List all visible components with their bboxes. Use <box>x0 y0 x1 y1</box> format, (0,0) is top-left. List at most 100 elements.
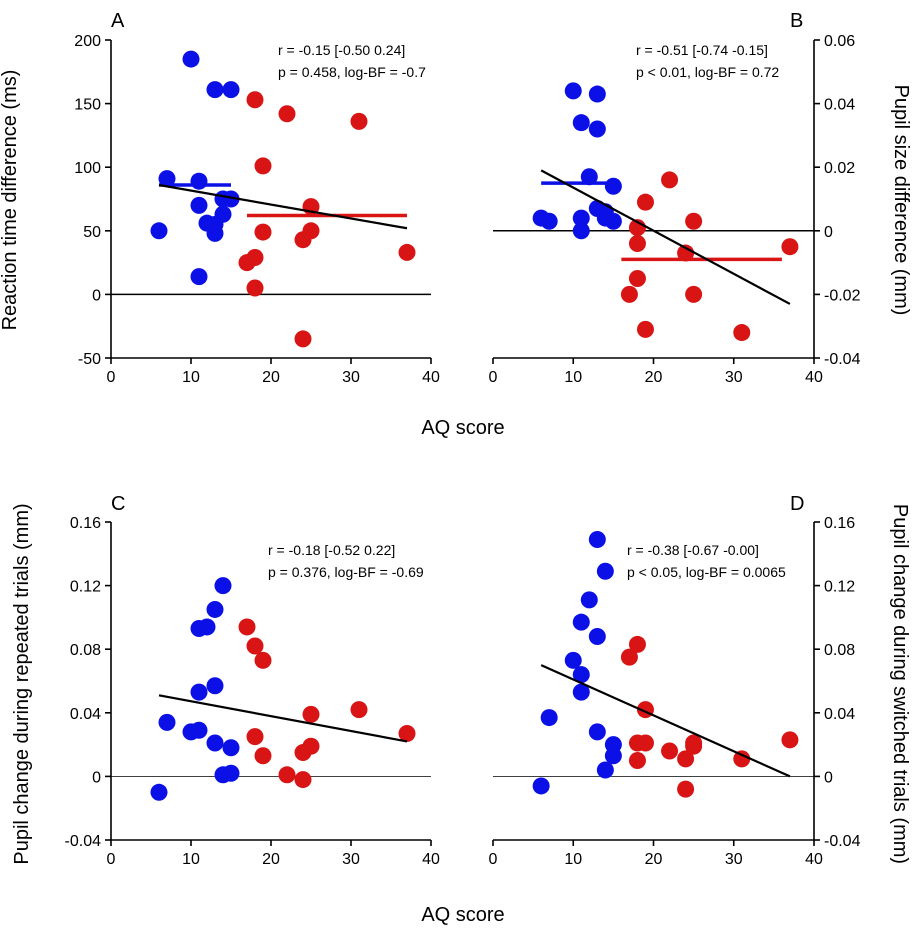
panel-c-point-high <box>398 724 416 742</box>
panel-a-xlabel: AQ score <box>421 417 504 439</box>
panel-d-point-low <box>572 666 590 684</box>
panel-d-point-high <box>677 750 695 768</box>
panel-d-point-low <box>564 651 582 669</box>
panel-a-point-low <box>222 81 240 99</box>
panel-a-x-tick-label: 0 <box>107 369 116 386</box>
panel-b-point-low <box>572 222 590 240</box>
panel-d-point-low <box>532 777 550 795</box>
panel-a-x-tick-label: 20 <box>262 369 280 386</box>
panel-a-point-high <box>278 105 296 123</box>
panel-c-y-tick-label: 0.12 <box>70 579 101 596</box>
panel-b-point-low <box>588 120 606 138</box>
panel-d-point-high <box>677 780 695 798</box>
panel-d-stat-r: r = -0.38 [-0.67 -0.00] <box>627 542 759 558</box>
panel-a-point-high <box>350 112 368 130</box>
panel-c-point-low <box>214 577 232 595</box>
panel-d-point-high <box>628 635 646 653</box>
panel-a-x-tick-label: 40 <box>422 369 440 386</box>
panel-c-point-high <box>254 747 272 765</box>
panel-b-x-tick-label: 20 <box>645 369 663 386</box>
panel-a-regression-line <box>158 183 408 230</box>
panel-c-regression-line <box>158 694 408 743</box>
panel-c-point-low <box>198 618 216 636</box>
panel-d-point-high <box>781 731 799 749</box>
panel-a-y-tick-label: 150 <box>74 97 101 114</box>
panel-c-point-high <box>350 701 368 719</box>
panel-c-stat-p: p = 0.376, log-BF = -0.69 <box>268 564 424 580</box>
panel-a-point-high <box>254 157 272 175</box>
panel-a-point-high <box>294 330 312 348</box>
panel-b-point-high <box>661 171 679 189</box>
panel-c-point-high <box>302 737 320 755</box>
panel-c-y-tick-label: 0 <box>92 769 101 786</box>
panel-b-point-high <box>628 235 646 253</box>
panel-c-x-tick-label: 40 <box>422 851 440 868</box>
panel-b-point-low <box>604 212 622 230</box>
panel-a-point-low <box>182 50 200 68</box>
panel-a-x-tick-label: 30 <box>342 369 360 386</box>
panel-b-point-low <box>572 209 590 227</box>
panel-b-point-high <box>677 244 695 262</box>
panel-c-stat-r: r = -0.18 [-0.52 0.22] <box>268 542 395 558</box>
panel-c: C r = -0.18 [-0.52 0.22] p = 0.376, log-… <box>11 493 505 926</box>
panel-c-point-high <box>254 651 272 669</box>
panel-b-y-tick-label: -0.04 <box>824 351 861 368</box>
panel-c-point-low <box>206 734 224 752</box>
panel-d-ylabel: Pupil change during switched trials (mm) <box>889 504 911 864</box>
panel-b-point-high <box>636 320 654 338</box>
panel-b-label: B <box>790 10 803 32</box>
panel-d-point-low <box>596 562 614 580</box>
panel-b-x-tick-label: 40 <box>805 369 823 386</box>
panel-b-x-tick-label: 10 <box>564 369 582 386</box>
panel-c-xlabel: AQ score <box>421 904 504 926</box>
panel-d-point-low <box>580 591 598 609</box>
panel-b-stat-r: r = -0.51 [-0.74 -0.15] <box>636 42 768 58</box>
panel-b-point-high <box>628 270 646 287</box>
panel-d-regression-line <box>540 664 791 778</box>
panel-d-point-low <box>596 761 614 779</box>
panel-d-point-high <box>628 752 646 769</box>
panel-d-x-tick-label: 10 <box>564 851 582 868</box>
panel-a-point-low <box>158 170 176 188</box>
panel-c-point-low <box>206 600 224 618</box>
panel-c-point-high <box>302 705 320 723</box>
panel-a-x-tick-label: 10 <box>182 369 200 386</box>
panel-a-y-tick-label: 50 <box>83 224 101 241</box>
panel-a-stat-r: r = -0.15 [-0.50 0.24] <box>278 42 405 58</box>
panel-d-point-low <box>572 613 590 631</box>
panel-c-point-low <box>190 721 208 739</box>
panel-d-y-tick-label: 0.12 <box>824 579 855 596</box>
panel-a-point-high <box>246 279 264 297</box>
panel-b: B r = -0.51 [-0.74 -0.15] p < 0.01, log-… <box>489 10 912 386</box>
panel-b-point-high <box>733 324 751 342</box>
panel-d-point-low <box>588 530 606 548</box>
panel-a-point-high <box>246 249 264 267</box>
panel-a-point-low <box>214 205 232 223</box>
panel-d: D r = -0.38 [-0.67 -0.00] p < 0.05, log-… <box>489 493 911 868</box>
panel-c-x-tick-label: 0 <box>107 851 116 868</box>
panel-a-y-tick-label: -50 <box>78 351 101 368</box>
panel-c-point-low <box>222 739 240 757</box>
panel-d-point-low <box>540 709 558 727</box>
panel-a-point-low <box>222 190 240 208</box>
panel-b-point-high <box>685 285 703 303</box>
panel-c-point-low <box>190 683 208 701</box>
panel-d-point-low <box>588 723 606 741</box>
panel-b-y-tick-label: -0.02 <box>824 287 861 304</box>
panel-c-point-low <box>150 783 168 801</box>
panel-d-point-high <box>636 734 654 752</box>
panel-a-point-low <box>206 81 224 99</box>
panel-b-y-tick-label: 0 <box>824 224 833 241</box>
panel-b-point-low <box>572 114 590 132</box>
panel-c-point-low <box>158 713 176 731</box>
panel-a-label: A <box>111 10 125 32</box>
panel-a-point-high <box>246 91 264 109</box>
panel-c-point-high <box>246 637 264 655</box>
panel-d-point-high <box>620 648 638 666</box>
panel-b-point-low <box>580 168 598 186</box>
panel-b-x-tick-label: 30 <box>725 369 743 386</box>
panel-d-point-high <box>733 750 751 768</box>
panel-c-point-high <box>278 766 296 784</box>
panel-d-x-tick-label: 20 <box>645 851 663 868</box>
panel-c-point-high <box>294 771 312 789</box>
